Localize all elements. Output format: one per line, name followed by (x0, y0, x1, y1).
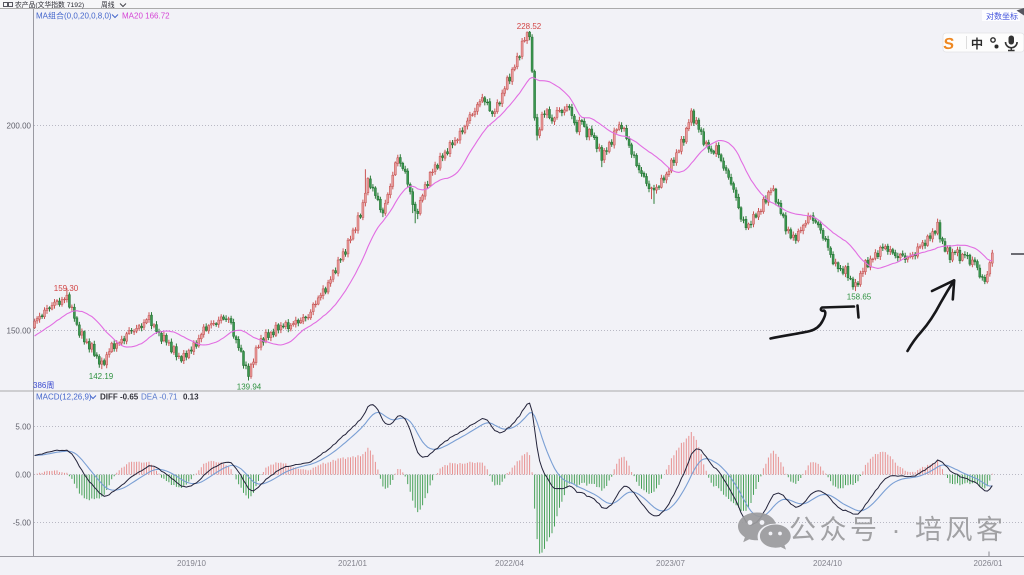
svg-text:159.30: 159.30 (54, 284, 79, 293)
svg-text:DIFF -0.65: DIFF -0.65 (100, 393, 139, 402)
svg-text:中: 中 (971, 36, 983, 51)
svg-text:228.52: 228.52 (517, 22, 542, 31)
svg-text:2022/04: 2022/04 (495, 559, 524, 568)
svg-text:周线: 周线 (101, 0, 115, 9)
svg-text:2026/01: 2026/01 (974, 559, 1003, 568)
svg-text:0.13: 0.13 (183, 393, 199, 402)
svg-text:386周: 386周 (33, 381, 54, 390)
svg-text:5.00: 5.00 (15, 423, 31, 432)
svg-text:2023/07: 2023/07 (656, 559, 685, 568)
svg-text:MACD(12,26,9): MACD(12,26,9) (36, 393, 92, 402)
svg-text:S: S (942, 35, 955, 53)
svg-text:2021/01: 2021/01 (338, 559, 367, 568)
svg-text:150.00: 150.00 (7, 327, 32, 336)
svg-text:MA组合(0,0,20,0,8,0): MA组合(0,0,20,0,8,0) (36, 11, 112, 21)
svg-text:0.00: 0.00 (15, 471, 31, 480)
svg-text:农产品(文华指数 7192): 农产品(文华指数 7192) (15, 0, 84, 9)
svg-text:DEA -0.71: DEA -0.71 (141, 393, 178, 402)
svg-text:2019/10: 2019/10 (177, 559, 206, 568)
svg-text:142.19: 142.19 (89, 372, 114, 381)
svg-text:MA20 166.72: MA20 166.72 (122, 12, 170, 21)
svg-text:对数坐标: 对数坐标 (986, 11, 1018, 21)
svg-text:139.94: 139.94 (237, 383, 262, 392)
svg-text:公众号 · 培风客: 公众号 · 培风客 (789, 515, 1007, 545)
svg-text:2024/10: 2024/10 (813, 559, 842, 568)
svg-text:-5.00: -5.00 (13, 519, 32, 528)
svg-text:200.00: 200.00 (7, 122, 32, 131)
svg-text:158.65: 158.65 (847, 293, 872, 302)
